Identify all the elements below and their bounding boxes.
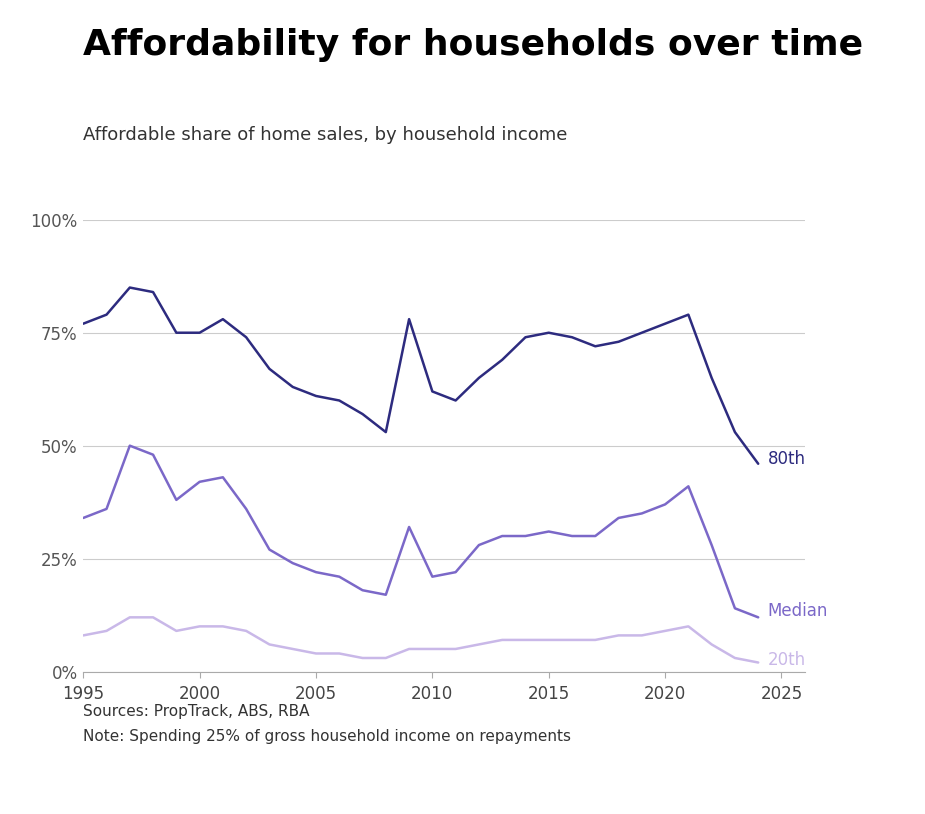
Text: Affordability for households over time: Affordability for households over time — [83, 28, 863, 63]
Text: Note: Spending 25% of gross household income on repayments: Note: Spending 25% of gross household in… — [83, 729, 572, 743]
Text: Median: Median — [768, 602, 828, 619]
Text: Affordable share of home sales, by household income: Affordable share of home sales, by house… — [83, 126, 568, 144]
Text: 20th: 20th — [768, 651, 806, 669]
Text: Sources: PropTrack, ABS, RBA: Sources: PropTrack, ABS, RBA — [83, 704, 310, 719]
Text: 80th: 80th — [768, 450, 806, 468]
